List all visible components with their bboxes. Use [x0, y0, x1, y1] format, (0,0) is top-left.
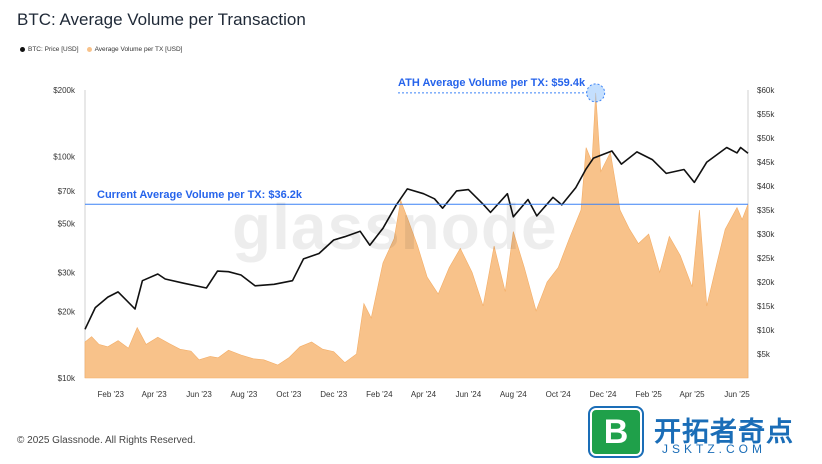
right-tick-label: $30k — [757, 230, 775, 239]
right-tick-label: $20k — [757, 278, 775, 287]
legend-item-price[interactable]: BTC: Price [USD] — [20, 46, 79, 53]
right-tick-label: $15k — [757, 302, 775, 311]
right-tick-label: $55k — [757, 110, 775, 119]
x-tick-label: Apr '23 — [142, 390, 168, 399]
right-tick-label: $35k — [757, 206, 775, 215]
x-tick-label: Jun '24 — [456, 390, 482, 399]
brand-logo-icon: B — [590, 408, 642, 456]
x-tick-label: Aug '23 — [230, 390, 257, 399]
x-tick-label: Feb '25 — [635, 390, 662, 399]
left-tick-label: $50k — [58, 219, 76, 228]
right-tick-label: $25k — [757, 254, 775, 263]
brand-url: JSKTZ.COM — [662, 442, 766, 456]
x-tick-label: Jun '25 — [724, 390, 750, 399]
legend: BTC: Price [USD] Average Volume per TX [… — [20, 46, 182, 53]
x-tick-label: Apr '25 — [680, 390, 706, 399]
legend-dot-volume — [86, 47, 92, 52]
current-volume-label: Current Average Volume per TX: $36.2k — [97, 189, 303, 201]
right-tick-label: $45k — [757, 158, 775, 167]
right-tick-label: $5k — [757, 350, 771, 359]
chart-title: BTC: Average Volume per Transaction — [17, 10, 306, 29]
x-tick-label: Oct '23 — [276, 390, 302, 399]
x-tick-label: Aug '24 — [500, 390, 527, 399]
legend-item-volume[interactable]: Average Volume per TX [USD] — [86, 46, 183, 53]
x-tick-label: Feb '23 — [98, 390, 125, 399]
brand-badge: B 开拓者奇点 JSKTZ.COM — [590, 408, 820, 460]
legend-label-price: BTC: Price [USD] — [28, 46, 79, 53]
left-tick-label: $200k — [53, 86, 76, 95]
left-tick-label: $100k — [53, 153, 76, 162]
ath-label: ATH Average Volume per TX: $59.4k — [398, 77, 586, 89]
right-tick-label: $60k — [757, 86, 775, 95]
x-tick-label: Dec '23 — [320, 390, 347, 399]
brand-name: 开拓者奇点 — [654, 417, 794, 447]
copyright-text: © 2025 Glassnode. All Rights Reserved. — [17, 435, 196, 446]
volume-area — [84, 92, 749, 379]
left-tick-label: $30k — [58, 268, 76, 277]
x-tick-label: Dec '24 — [590, 390, 617, 399]
ath-marker — [586, 83, 606, 103]
x-tick-label: Oct '24 — [546, 390, 572, 399]
left-tick-label: $10k — [58, 374, 76, 383]
left-tick-label: $70k — [58, 187, 76, 196]
left-tick-label: $20k — [58, 307, 76, 316]
x-tick-label: Jun '23 — [186, 390, 212, 399]
right-tick-label: $10k — [757, 326, 775, 335]
price-line — [84, 146, 749, 330]
right-tick-label: $50k — [757, 134, 775, 143]
legend-dot-price — [20, 47, 25, 52]
x-tick-label: Feb '24 — [366, 390, 393, 399]
right-tick-label: $40k — [757, 182, 775, 191]
legend-label-volume: Average Volume per TX [USD] — [94, 46, 183, 53]
x-tick-label: Apr '24 — [411, 390, 437, 399]
